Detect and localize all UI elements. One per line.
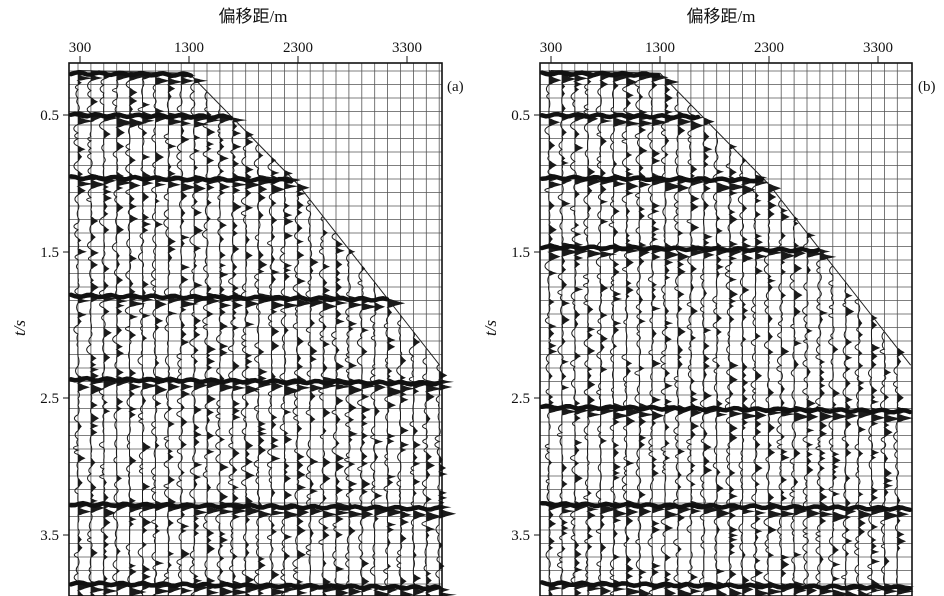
wiggle-trace <box>712 130 726 596</box>
wiggle-trace <box>434 364 449 596</box>
wiggle-fill <box>142 72 160 590</box>
x-tick-label-a-3: 3300 <box>392 40 422 56</box>
panel-label-a: (a) <box>447 79 464 95</box>
wiggle-fill <box>678 111 696 596</box>
x-tick-label-b-2: 2300 <box>754 40 784 56</box>
wiggle-fill <box>194 78 212 593</box>
x-tick-label-b-3: 3300 <box>863 40 893 56</box>
strong-reflection <box>539 174 765 184</box>
wiggle-fill <box>613 72 631 592</box>
y-tick-label-b-3: 3.5 <box>511 528 530 544</box>
wiggle-fill <box>716 169 734 596</box>
wiggle-trace <box>383 298 397 596</box>
wiggle-trace <box>124 71 139 596</box>
wiggle-fill <box>426 380 445 596</box>
wiggle-trace <box>595 71 610 596</box>
plot-frame-b <box>539 62 913 596</box>
wiggle-fill <box>323 229 341 596</box>
wiggle-fill <box>549 70 567 596</box>
wiggle-trace <box>369 282 384 596</box>
wiggle-fill <box>794 216 812 596</box>
plot-frame-a <box>68 62 443 596</box>
panel-a: 偏移距/m 300 1300 2300 3300 0.5 1.5 2.5 3.5… <box>10 7 464 596</box>
y-axis-title-b: t/s <box>481 320 500 336</box>
y-tick-label-b-0: 0.5 <box>511 108 530 124</box>
x-axis-title-a: 偏移距/m <box>219 7 288 26</box>
strong-reflection <box>68 69 194 78</box>
wiggle-fill <box>90 70 109 596</box>
wiggle-fill <box>639 72 658 596</box>
wiggle-fill <box>845 293 863 596</box>
wiggle-fill <box>652 73 670 591</box>
wiggle-fill <box>207 111 223 596</box>
wiggle-fill <box>729 144 748 596</box>
y-tick-label-a-1: 1.5 <box>40 245 59 261</box>
strong-reflection <box>68 174 294 184</box>
y-axis-title-a: t/s <box>10 320 29 336</box>
wiggle-fill <box>271 157 290 596</box>
wiggle-fill <box>768 183 786 596</box>
x-tick-label-b-0: 300 <box>540 40 563 56</box>
wiggle-fill <box>703 118 722 592</box>
y-tick-label-a-3: 3.5 <box>40 528 59 544</box>
wiggle-fill <box>258 152 276 596</box>
wiggle-fill <box>116 71 135 591</box>
strong-reflection <box>539 500 913 513</box>
wiggle-fill <box>181 73 199 594</box>
wiggle-fill <box>78 70 96 596</box>
wiggle-fill <box>155 72 173 595</box>
strong-reflection <box>68 500 442 512</box>
wiggle-fill <box>807 233 825 596</box>
wiggle-trace <box>396 315 410 596</box>
strong-reflection <box>68 580 442 591</box>
seismic-data-a <box>68 63 457 596</box>
strong-reflection <box>68 292 390 303</box>
panel-label-b: (b) <box>918 79 936 95</box>
wiggle-trace <box>841 282 855 596</box>
wiggle-trace <box>408 331 421 596</box>
x-tick-label-b-1: 1300 <box>645 40 675 56</box>
strong-reflection <box>539 70 661 79</box>
x-axis-title-b: 偏移距/m <box>687 7 756 26</box>
wiggle-fill <box>103 71 120 596</box>
wiggle-trace <box>202 91 216 596</box>
strong-reflection <box>539 403 913 415</box>
strong-reflection <box>68 111 234 121</box>
wiggle-fill <box>284 170 302 592</box>
seismic-data-b <box>539 63 915 596</box>
wiggle-trace <box>892 347 907 596</box>
x-tick-label-a-1: 1300 <box>174 40 204 56</box>
y-tick-label-a-0: 0.5 <box>40 108 59 124</box>
wiggle-trace <box>150 71 165 596</box>
strong-reflection <box>539 243 821 254</box>
wiggle-fill <box>297 183 315 596</box>
wiggle-fill <box>574 71 591 596</box>
wiggle-fill <box>858 318 876 596</box>
wiggle-fill <box>232 118 251 596</box>
wiggle-fill <box>626 72 644 596</box>
wiggle-fill <box>245 131 262 596</box>
wiggle-trace <box>163 72 178 596</box>
wiggle-trace <box>828 265 842 596</box>
y-tick-label-a-2: 2.5 <box>40 391 59 407</box>
wiggle-trace <box>854 298 868 596</box>
y-tick-label-b-2: 2.5 <box>511 391 530 407</box>
wiggle-trace <box>137 71 152 596</box>
wiggle-trace <box>356 265 371 596</box>
panel-b: 偏移距/m 300 1300 2300 3300 0.5 1.5 2.5 3.5… <box>481 7 936 596</box>
strong-reflection <box>68 375 442 387</box>
strong-reflection <box>539 580 913 592</box>
strong-reflection <box>539 111 701 121</box>
y-tick-label-b-1: 1.5 <box>511 245 530 261</box>
wiggle-fill <box>129 71 148 596</box>
wiggle-fill <box>871 315 889 593</box>
x-tick-label-a-0: 300 <box>69 40 92 56</box>
x-tick-label-a-2: 2300 <box>283 40 313 56</box>
